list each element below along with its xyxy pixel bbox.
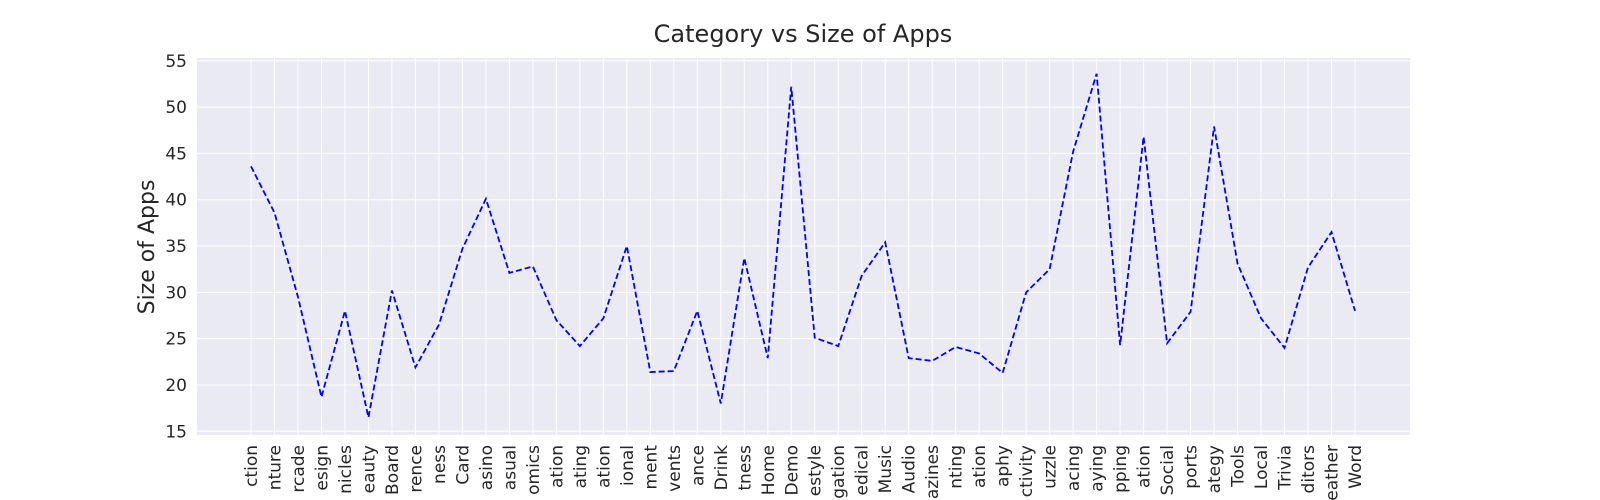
x-tick-label: ategy xyxy=(1205,445,1225,493)
x-tick-label: nting xyxy=(947,445,967,489)
chart-title: Category vs Size of Apps xyxy=(654,20,953,48)
x-tick-label: Music xyxy=(876,445,896,493)
x-tick-label: ction xyxy=(242,445,262,487)
x-tick-label: ditors xyxy=(1299,445,1319,494)
x-tick-label: rence xyxy=(406,445,426,493)
y-tick-label: 45 xyxy=(165,144,187,164)
x-tick-label: Local xyxy=(1252,445,1272,489)
x-tick-label: Board xyxy=(383,445,403,495)
x-tick-label: asino xyxy=(477,445,497,490)
x-tick-label: eather xyxy=(1323,445,1343,500)
x-tick-label: edical xyxy=(853,445,873,495)
y-tick-label: 55 xyxy=(165,52,187,72)
y-tick-label: 40 xyxy=(165,191,187,211)
x-tick-label: ctivity xyxy=(1017,445,1037,497)
x-tick-label: acing xyxy=(1064,445,1084,491)
x-tick-label: rcade xyxy=(289,445,309,493)
x-tick-label: azines xyxy=(923,445,943,499)
x-tick-label: eauty xyxy=(359,445,379,493)
x-tick-label: ation xyxy=(547,445,567,488)
x-tick-label: tness xyxy=(735,445,755,491)
x-tick-label: ating xyxy=(571,445,591,488)
x-tick-label: uzzle xyxy=(1041,445,1061,489)
y-tick-label: 15 xyxy=(165,422,187,442)
data-line xyxy=(250,73,1356,418)
y-tick-label: 50 xyxy=(165,98,187,118)
x-tick-label: ance xyxy=(688,445,708,486)
x-tick-label: Audio xyxy=(900,445,920,493)
x-tick-label: vents xyxy=(665,445,685,492)
x-tick-label: ness xyxy=(430,445,450,484)
x-tick-label: ional xyxy=(618,445,638,486)
x-tick-label: ment xyxy=(641,445,661,490)
x-tick-label: aying xyxy=(1088,445,1108,492)
x-tick-label: nicles xyxy=(336,445,356,494)
x-tick-label: Social xyxy=(1158,445,1178,495)
x-tick-label: asual xyxy=(500,445,520,490)
x-tick-label: ports xyxy=(1182,445,1202,489)
y-tick-label: 20 xyxy=(165,376,187,396)
y-tick-label: 30 xyxy=(165,283,187,303)
x-tick-label: omics xyxy=(524,445,544,495)
x-tick-label: Tools xyxy=(1229,445,1249,488)
x-tick-label: estyle xyxy=(806,445,826,496)
x-tick-label: pping xyxy=(1111,445,1131,493)
x-tick-label: ation xyxy=(970,445,990,488)
x-tick-label: gation xyxy=(829,445,849,499)
x-tick-label: Card xyxy=(453,445,473,485)
x-tick-label: Trivia xyxy=(1276,445,1296,491)
x-tick-label: esign xyxy=(312,445,332,491)
x-tick-label: aphy xyxy=(994,445,1014,487)
x-tick-label: Drink xyxy=(712,445,732,491)
x-tick-label: ation xyxy=(594,445,614,488)
y-tick-label: 25 xyxy=(165,330,187,350)
x-tick-label: Demo xyxy=(782,445,802,496)
x-tick-label: nture xyxy=(265,445,285,490)
x-tick-label: Home xyxy=(759,445,779,495)
x-tick-label: ation xyxy=(1135,445,1155,488)
x-tick-label: Word xyxy=(1346,445,1366,489)
y-axis-label: Size of Apps xyxy=(135,180,160,315)
y-tick-label: 35 xyxy=(165,237,187,257)
